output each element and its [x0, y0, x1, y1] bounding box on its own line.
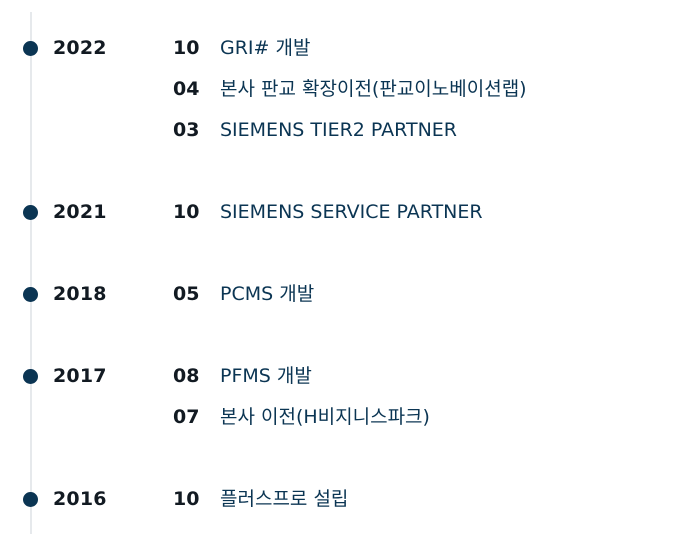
timeline-event: 10 플러스프로 설립 [0, 487, 680, 511]
year-label: 2021 [53, 201, 107, 223]
event-text: PCMS 개발 [220, 283, 315, 305]
event-text: 본사 판교 확장이전(판교이노베이션랩) [220, 78, 527, 100]
event-text: SIEMENS SERVICE PARTNER [220, 201, 483, 223]
event-month: 10 [173, 37, 200, 59]
timeline-line [30, 12, 32, 534]
event-month: 10 [173, 488, 200, 510]
timeline-dot [23, 41, 38, 56]
timeline-dot [23, 369, 38, 384]
timeline-dot [23, 492, 38, 507]
year-label: 2022 [53, 37, 107, 59]
year-label: 2018 [53, 283, 107, 305]
year-label: 2016 [53, 488, 107, 510]
timeline-dot [23, 205, 38, 220]
event-text: 플러스프로 설립 [220, 488, 349, 510]
event-month: 07 [173, 406, 200, 428]
event-text: GRI# 개발 [220, 37, 311, 59]
year-label: 2017 [53, 365, 107, 387]
event-text: SIEMENS TIER2 PARTNER [220, 119, 458, 141]
event-month: 08 [173, 365, 200, 387]
timeline-event: 08 PFMS 개발 [0, 364, 680, 388]
event-month: 03 [173, 119, 200, 141]
timeline-event: 03 SIEMENS TIER2 PARTNER [0, 118, 680, 142]
timeline-event: 10 SIEMENS SERVICE PARTNER [0, 200, 680, 224]
timeline-event: 07 본사 이전(H비지니스파크) [0, 405, 680, 429]
timeline-event: 05 PCMS 개발 [0, 282, 680, 306]
timeline-dot [23, 287, 38, 302]
event-text: 본사 이전(H비지니스파크) [220, 406, 430, 428]
event-month: 10 [173, 201, 200, 223]
event-text: PFMS 개발 [220, 365, 312, 387]
timeline-event: 10 GRI# 개발 [0, 36, 680, 60]
timeline-event: 04 본사 판교 확장이전(판교이노베이션랩) [0, 77, 680, 101]
event-month: 04 [173, 78, 200, 100]
event-month: 05 [173, 283, 200, 305]
